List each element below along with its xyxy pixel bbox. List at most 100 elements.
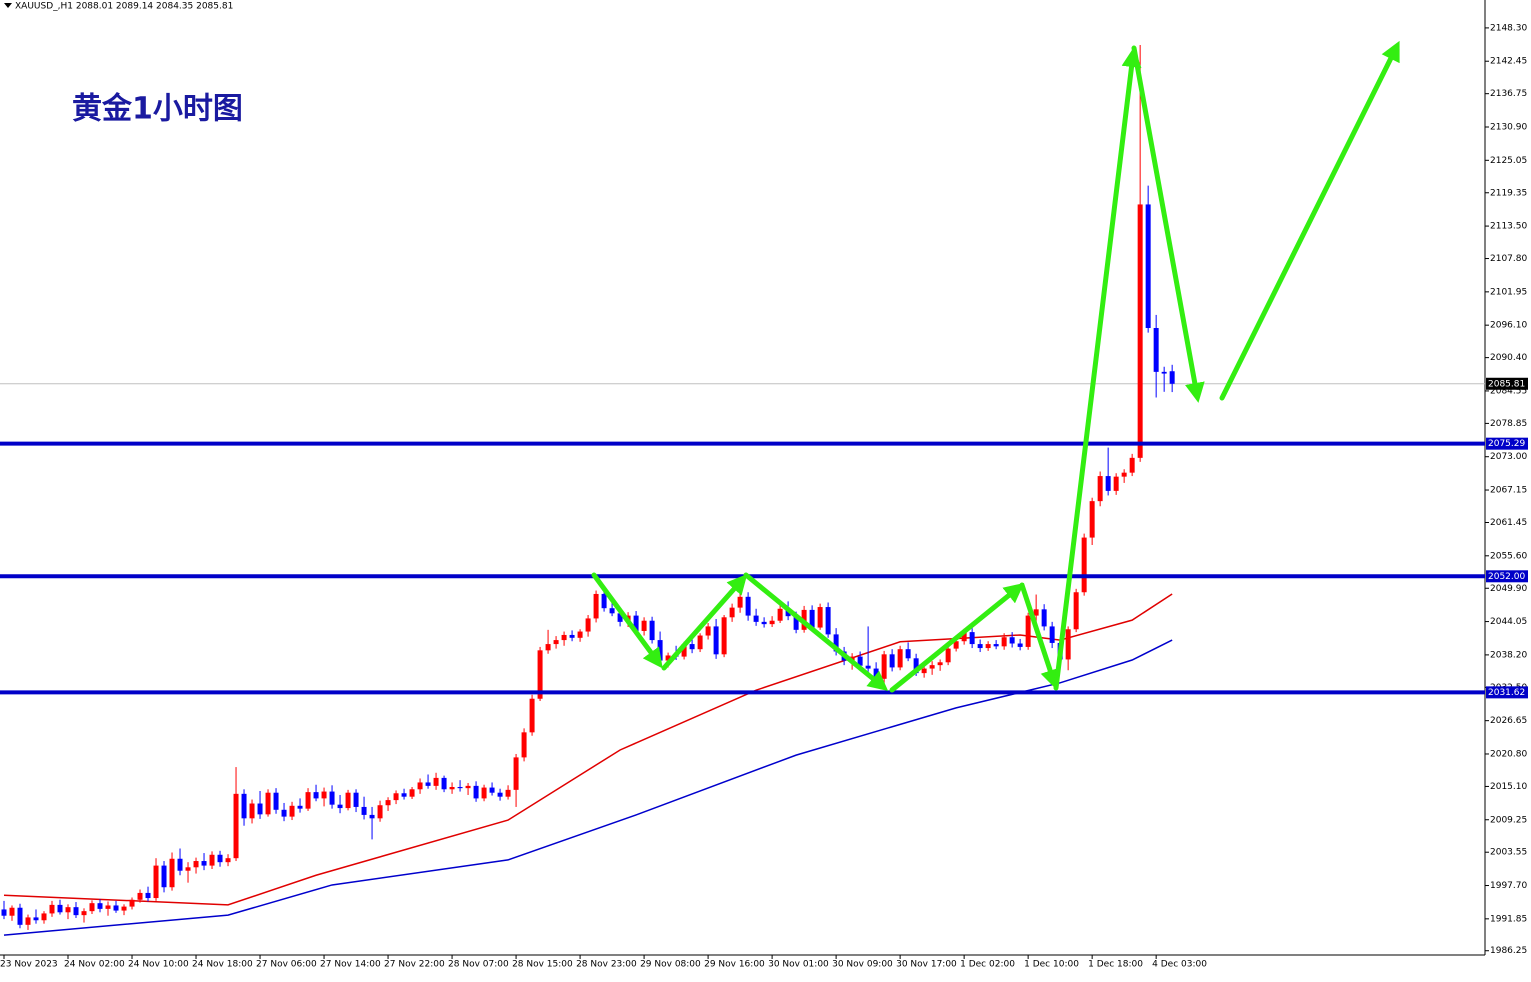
- candle-body: [513, 757, 519, 790]
- candle-body: [321, 791, 327, 799]
- candle-body: [265, 792, 271, 815]
- candle-body: [881, 654, 887, 679]
- candle-body: [1161, 371, 1167, 374]
- level-label: 2052.00: [1488, 572, 1525, 582]
- candle-body: [905, 649, 911, 659]
- arrow: [1019, 582, 1060, 690]
- y-tick-label: 1997.70: [1490, 881, 1527, 891]
- candle-body: [305, 792, 311, 809]
- x-tick-label: 28 Nov 07:00: [448, 960, 509, 970]
- arrow: [889, 582, 1025, 693]
- candle-body: [89, 903, 95, 912]
- candle-body: [937, 662, 943, 666]
- x-tick-label: 24 Nov 18:00: [192, 960, 253, 970]
- candle-body: [1065, 629, 1071, 660]
- x-tick-label: 27 Nov 06:00: [256, 960, 317, 970]
- candle-body: [641, 620, 647, 631]
- candle-body: [25, 917, 31, 925]
- candle-body: [961, 632, 967, 642]
- candle-body: [57, 904, 63, 913]
- y-tick-label: 2142.45: [1490, 57, 1527, 67]
- candle-body: [1001, 637, 1007, 647]
- last-price-box: [1486, 377, 1528, 390]
- candle-body: [33, 917, 39, 921]
- arrow: [1219, 40, 1400, 401]
- candle-body: [1033, 609, 1039, 616]
- candle-body: [169, 858, 175, 888]
- candle-body: [697, 635, 703, 650]
- x-tick-label: 24 Nov 10:00: [128, 960, 189, 970]
- y-tick-label: 2003.55: [1490, 848, 1527, 858]
- candle-body: [417, 782, 423, 790]
- candle-body: [609, 608, 615, 614]
- candle-body: [825, 607, 831, 635]
- candle-body: [81, 911, 87, 916]
- candle-body: [185, 867, 191, 871]
- level-label-box: [1486, 686, 1528, 699]
- arrow: [1053, 47, 1142, 691]
- candle-body: [537, 650, 543, 699]
- candle-body: [425, 782, 431, 786]
- y-tick-label: 2148.30: [1490, 23, 1527, 33]
- candle-body: [1145, 204, 1151, 329]
- candle-body: [681, 644, 687, 657]
- candle-body: [865, 665, 871, 669]
- y-tick-label: 1986.25: [1490, 946, 1527, 956]
- candle-body: [361, 806, 367, 815]
- candle-body: [1017, 643, 1023, 647]
- candle-body: [713, 626, 719, 655]
- candle-body: [49, 904, 55, 914]
- candle-body: [1041, 609, 1047, 627]
- candle-body: [705, 626, 711, 636]
- candle-body: [649, 620, 655, 641]
- annotation-arrows: [591, 40, 1400, 693]
- candle-body: [369, 814, 375, 819]
- symbol-icon: [4, 3, 12, 8]
- candle-body: [489, 787, 495, 793]
- x-tick-label: 30 Nov 17:00: [896, 960, 957, 970]
- candle-body: [601, 593, 607, 609]
- candle-body: [161, 865, 167, 888]
- candle-body: [1097, 476, 1103, 502]
- candle-body: [281, 809, 287, 817]
- candle-body: [481, 787, 487, 799]
- x-tick-label: 1 Dec 10:00: [1024, 960, 1079, 970]
- candle-body: [257, 803, 263, 815]
- candle-body: [857, 656, 863, 666]
- level-label: 2031.62: [1488, 688, 1525, 698]
- candle-body: [1137, 204, 1143, 458]
- candle-body: [105, 905, 111, 909]
- x-tick-label: 28 Nov 23:00: [576, 960, 637, 970]
- candle-body: [721, 617, 727, 655]
- x-tick-label: 30 Nov 01:00: [768, 960, 829, 970]
- candle-body: [289, 805, 295, 817]
- candle-body: [233, 793, 239, 859]
- candle-body: [913, 658, 919, 674]
- y-tick-label: 2119.35: [1490, 188, 1527, 198]
- candle-body: [521, 732, 527, 758]
- candle-body: [993, 644, 999, 647]
- candle-body: [969, 632, 975, 645]
- y-tick-label: 2078.85: [1490, 419, 1527, 429]
- y-tick-label: 2084.55: [1490, 386, 1527, 396]
- candle-body: [809, 609, 815, 628]
- candle-body: [273, 792, 279, 810]
- candle-body: [9, 907, 15, 916]
- y-tick-label: 2009.25: [1490, 815, 1527, 825]
- moving-average: [3, 593, 1173, 906]
- candle-body: [897, 649, 903, 668]
- candle-body: [241, 793, 247, 819]
- y-tick-label: 2101.95: [1490, 287, 1527, 297]
- candle-body: [1129, 457, 1135, 473]
- level-label-box: [1486, 437, 1528, 450]
- candle-body: [73, 907, 79, 916]
- candle-body: [505, 789, 511, 797]
- candle-body: [617, 613, 623, 622]
- candle-body: [449, 787, 455, 790]
- candle-body: [569, 634, 575, 638]
- candle-body: [1105, 476, 1111, 491]
- candle-body: [889, 654, 895, 668]
- candle-body: [313, 792, 319, 799]
- y-tick-label: 1991.85: [1490, 914, 1527, 924]
